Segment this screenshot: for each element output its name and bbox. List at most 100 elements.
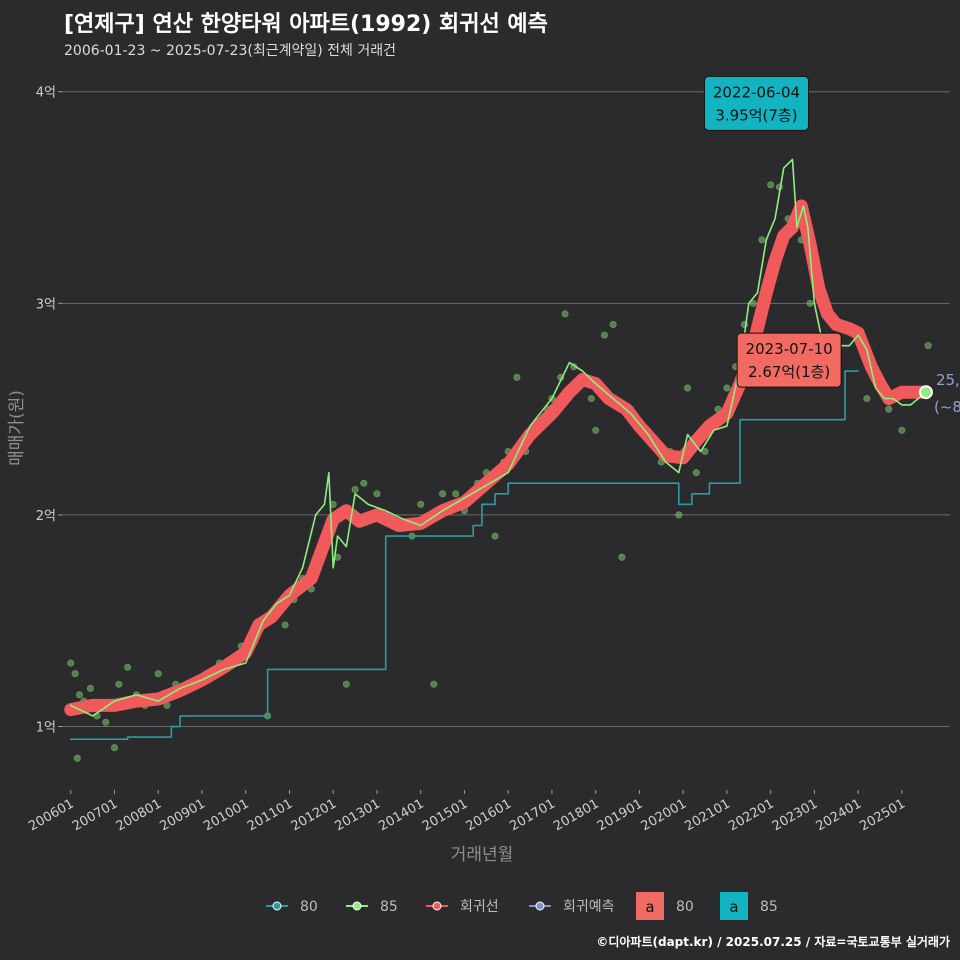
legend: 80 85 회귀선 회귀예측 a 80 a 85 [266,892,778,920]
transaction-point [758,236,766,244]
x-tick-label: 201901 [595,796,645,834]
transaction-point [749,299,757,307]
legend-label: 회귀예측 [563,899,615,915]
transaction-point [281,621,289,629]
transaction-point [342,680,350,688]
series-lines [64,158,933,741]
x-tick-label: 200901 [157,796,207,834]
chart-title: [연제구] 연산 한양타워 아파트(1992) 회귀선 예측 [64,12,548,37]
grid-lines [62,91,950,728]
y-axis: 1억 2억 3억 4억 [36,86,62,736]
legend-fill-label: 80 [676,899,694,915]
y-axis-title: 매매가(원) [7,390,27,466]
transaction-point [863,395,871,403]
transaction-point [684,384,692,392]
chart-subtitle: 2006-01-23 ~ 2025-07-23(최근계약일) 전체 거래건 [64,43,396,59]
transaction-point [430,680,438,688]
regression-line [64,199,933,717]
transaction-point [561,310,569,318]
x-tick-label: 200801 [114,796,164,834]
x-tick-label: 201101 [245,796,295,834]
transaction-point [513,373,521,381]
legend-key-dot [272,901,282,911]
legend-fill-label: 85 [760,899,778,915]
transaction-point [924,342,932,350]
transaction-point [75,691,83,699]
transaction-point [806,299,814,307]
x-tick-label: 202401 [814,796,864,834]
x-tick-label: 201501 [420,796,470,834]
transaction-point [67,659,75,667]
annotation-date: 2022-06-04 [713,83,800,101]
transaction-point [587,395,595,403]
y-tick-label: 2억 [36,509,56,524]
transaction-point [723,384,731,392]
transaction-point [439,490,447,498]
y-tick-label: 1억 [36,721,56,736]
annotation-value: 3.95억(7층) [715,106,797,124]
endpoint-marker [918,385,933,400]
transaction-point [110,744,118,752]
transaction-point [373,490,381,498]
legend-fill-key [720,892,748,920]
footer-credit: ©디아파트(dapt.kr) / 2025.07.25 / 자료=국토교통부 실… [596,935,950,949]
series-85-line [69,158,927,717]
x-tick-label: 202501 [857,796,907,834]
transaction-point [592,426,600,434]
transaction-point [618,553,626,561]
transaction-point [154,670,162,678]
x-tick-label: 201001 [201,796,251,834]
endpoint: 25,833 (~85㎡) [918,371,960,416]
y-tick-label: 3억 [36,297,56,312]
transaction-point [885,405,893,413]
legend-key-dot [432,901,442,911]
transaction-point [600,331,608,339]
transaction-point [71,670,79,678]
transaction-point [360,479,368,487]
scatter-points [67,98,932,762]
legend-key-dot [535,901,545,911]
x-tick-label: 200601 [26,796,76,834]
x-tick-label: 202001 [639,796,689,834]
annotation-box [703,75,809,131]
legend-label: 80 [300,899,318,915]
x-tick-label: 202301 [770,796,820,834]
annotations: 2022-06-04 3.95억(7층) 2023-07-10 2.67억(1층) [703,75,842,388]
transaction-point [675,511,683,519]
annotation-date: 2023-07-10 [746,340,833,358]
annotation-value: 2.67억(1층) [748,363,830,381]
transaction-point [124,663,132,671]
transaction-point [351,486,359,494]
transaction-point [417,500,425,508]
x-tick-label: 200701 [70,796,120,834]
transaction-point [102,718,110,726]
legend-fill-glyph: a [645,898,654,916]
x-tick-label: 201401 [376,796,426,834]
transaction-point [898,426,906,434]
legend-label: 회귀선 [460,899,499,915]
x-tick-label: 201601 [464,796,514,834]
x-tick-label: 201701 [507,796,557,834]
y-tick-label: 4억 [36,86,56,101]
transaction-point [73,754,81,762]
transaction-point [767,181,775,189]
legend-fill-key [636,892,664,920]
series-80-line [69,370,859,741]
endpoint-area-label: (~85㎡) [934,398,960,416]
transaction-point [452,490,460,498]
x-axis: 2006012007012008012009012010012011012012… [26,790,908,834]
x-tick-label: 201801 [551,796,601,834]
x-tick-label: 201301 [332,796,382,834]
x-tick-label: 202201 [726,796,776,834]
transaction-point [115,680,123,688]
transaction-point [701,447,709,455]
legend-label: 85 [380,899,398,915]
transaction-point [86,684,94,692]
x-tick-label: 202101 [682,796,732,834]
legend-key-dot [352,901,362,911]
annotation-box [736,332,842,388]
transaction-point [692,469,700,477]
x-axis-title: 거래년월 [451,845,514,865]
transaction-point [609,320,617,328]
